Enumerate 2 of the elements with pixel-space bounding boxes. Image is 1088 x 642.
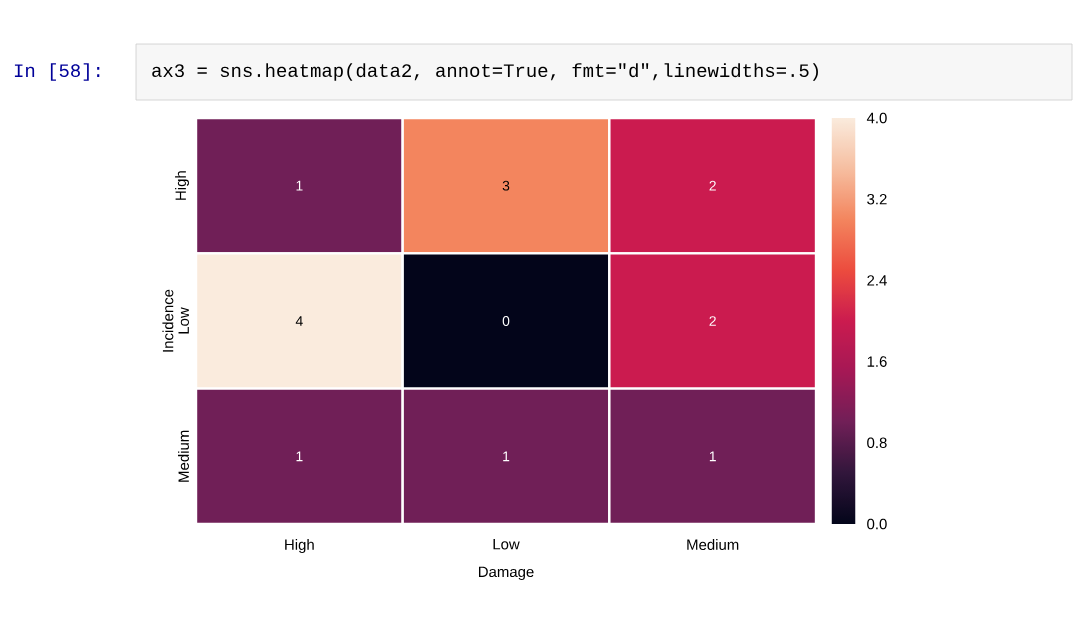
text: ax3 = sns.heatmap(data2, annot=True, fmt="d",linewidths=.5) [152,63,818,81]
text: In [58]: [14,63,100,81]
